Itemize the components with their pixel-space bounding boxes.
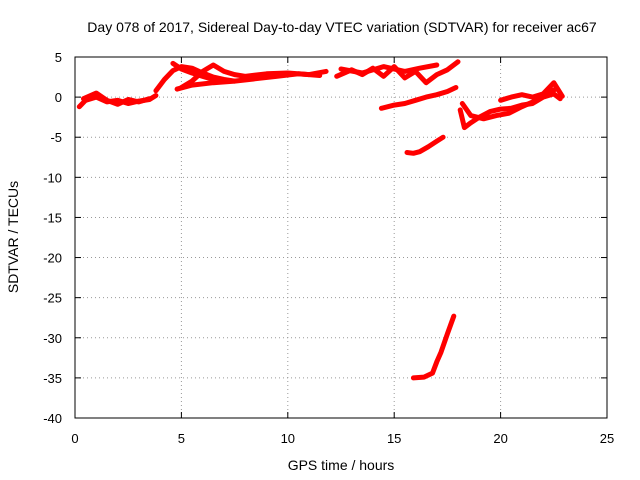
x-tick-label: 0 xyxy=(71,431,78,446)
y-tick-label: 0 xyxy=(55,90,62,105)
grid-lines xyxy=(75,57,607,418)
series-arc-10 xyxy=(404,134,446,156)
y-tick-label: -10 xyxy=(43,170,62,185)
series-arc-14 xyxy=(498,80,565,103)
data-series xyxy=(76,59,565,381)
y-tick-label: 5 xyxy=(55,50,62,65)
y-tick-label: -5 xyxy=(50,130,62,145)
series-arc-11 xyxy=(410,313,457,381)
y-tick-label: -25 xyxy=(43,291,62,306)
axis-ticks: 0 5 10 15 20 25 5 0 -5 -10 -15 -20 -25 -30 -35 -40 xyxy=(43,50,614,446)
y-tick-label: -15 xyxy=(43,210,62,225)
series-arc-5 xyxy=(174,71,323,92)
x-tick-label: 25 xyxy=(600,431,614,446)
y-axis-label: SDTVAR / TECUs xyxy=(5,181,21,293)
y-tick-label: -35 xyxy=(43,371,62,386)
y-tick-label: -20 xyxy=(43,251,62,266)
y-tick-label: -30 xyxy=(43,331,62,346)
series-arc-9 xyxy=(378,85,459,111)
series-arc-6 xyxy=(170,60,227,84)
chart-title: Day 078 of 2017, Sidereal Day-to-day VTE… xyxy=(87,19,597,35)
plot-frame xyxy=(74,56,608,419)
x-tick-label: 5 xyxy=(178,431,185,446)
x-tick-label: 15 xyxy=(387,431,401,446)
x-tick-label: 10 xyxy=(281,431,295,446)
series-arc-8 xyxy=(338,62,440,76)
x-tick-label: 20 xyxy=(493,431,507,446)
series-arc-2 xyxy=(81,90,152,107)
x-axis-label: GPS time / hours xyxy=(288,457,395,473)
y-tick-label: -40 xyxy=(43,411,62,426)
